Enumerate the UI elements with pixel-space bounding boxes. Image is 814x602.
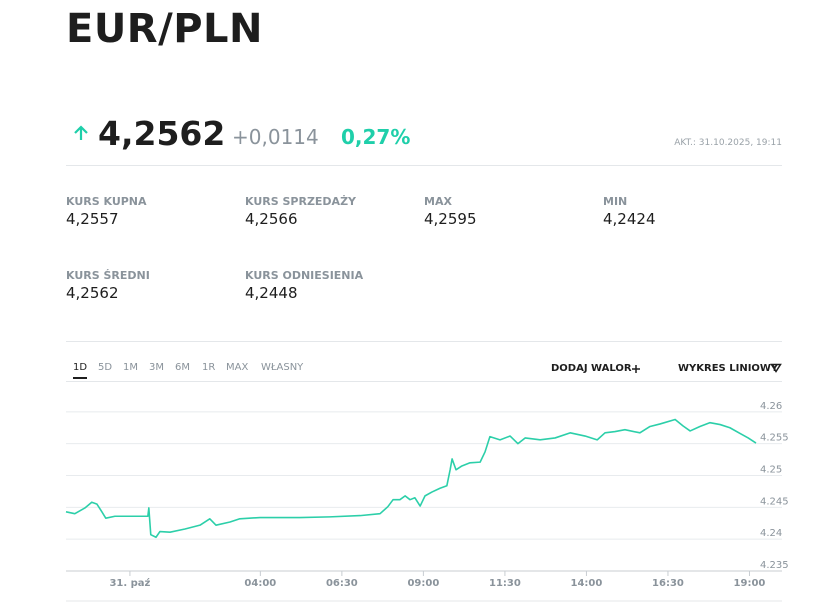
updated: AKT.: 31.10.2025, 19:11 [674,138,782,148]
stat-value: 4,2424 [603,210,656,228]
range-tab[interactable]: WŁASNY [261,362,304,373]
y-tick-label: 4.25 [760,465,782,476]
stat-label: KURS SPRZEDAŻY [245,195,357,208]
x-tick-label: 04:00 [244,578,276,589]
range-tab[interactable]: 1R [202,362,216,373]
x-tick-label: 11:30 [489,578,521,589]
x-tick-label: 16:30 [652,578,684,589]
x-tick-label: 14:00 [571,578,603,589]
change-percent: 0,27% [341,125,411,149]
y-tick-label: 4.24 [760,528,782,539]
add-instrument[interactable]: DODAJ WALOR [551,363,632,374]
plus-icon[interactable] [631,364,641,374]
change: +0,0114 [232,125,319,149]
range-tab[interactable]: 1M [123,362,138,373]
x-tick-label: 31. paź [109,577,150,589]
title: EUR/PLN [66,6,263,52]
x-tick-label: 09:00 [407,578,439,589]
stat-value: 4,2562 [66,284,119,302]
y-tick-label: 4.245 [760,496,789,507]
up-arrow-icon [74,125,88,140]
range-tab[interactable]: 6M [175,362,190,373]
divider [66,341,782,342]
y-tick-label: 4.255 [760,433,789,444]
stat-label: KURS ODNIESIENIA [245,269,364,282]
y-tick-label: 4.26 [760,401,782,412]
chart-type[interactable]: WYKRES LINIOWY [678,363,779,374]
stat-value: 4,2557 [66,210,119,228]
range-tab[interactable]: 3M [149,362,164,373]
x-tick-label: 06:30 [326,578,358,589]
stat-value: 4,2595 [424,210,477,228]
dropdown-icon[interactable] [770,363,782,373]
stat-value: 4,2448 [245,284,298,302]
x-tick-label: 19:00 [734,578,766,589]
stat-label: MAX [424,195,452,208]
y-tick-label: 4.235 [760,560,789,571]
range-tab[interactable]: 1D [73,362,88,379]
range-tab[interactable]: MAX [226,362,249,373]
divider [66,165,782,166]
price-line [65,418,757,539]
range-tab[interactable]: 5D [98,362,113,373]
stat-label: KURS KUPNA [66,195,147,208]
stat-value: 4,2566 [245,210,298,228]
price: 4,2562 [98,114,226,153]
stat-label: MIN [603,195,628,208]
stat-label: KURS ŚREDNI [66,269,150,282]
